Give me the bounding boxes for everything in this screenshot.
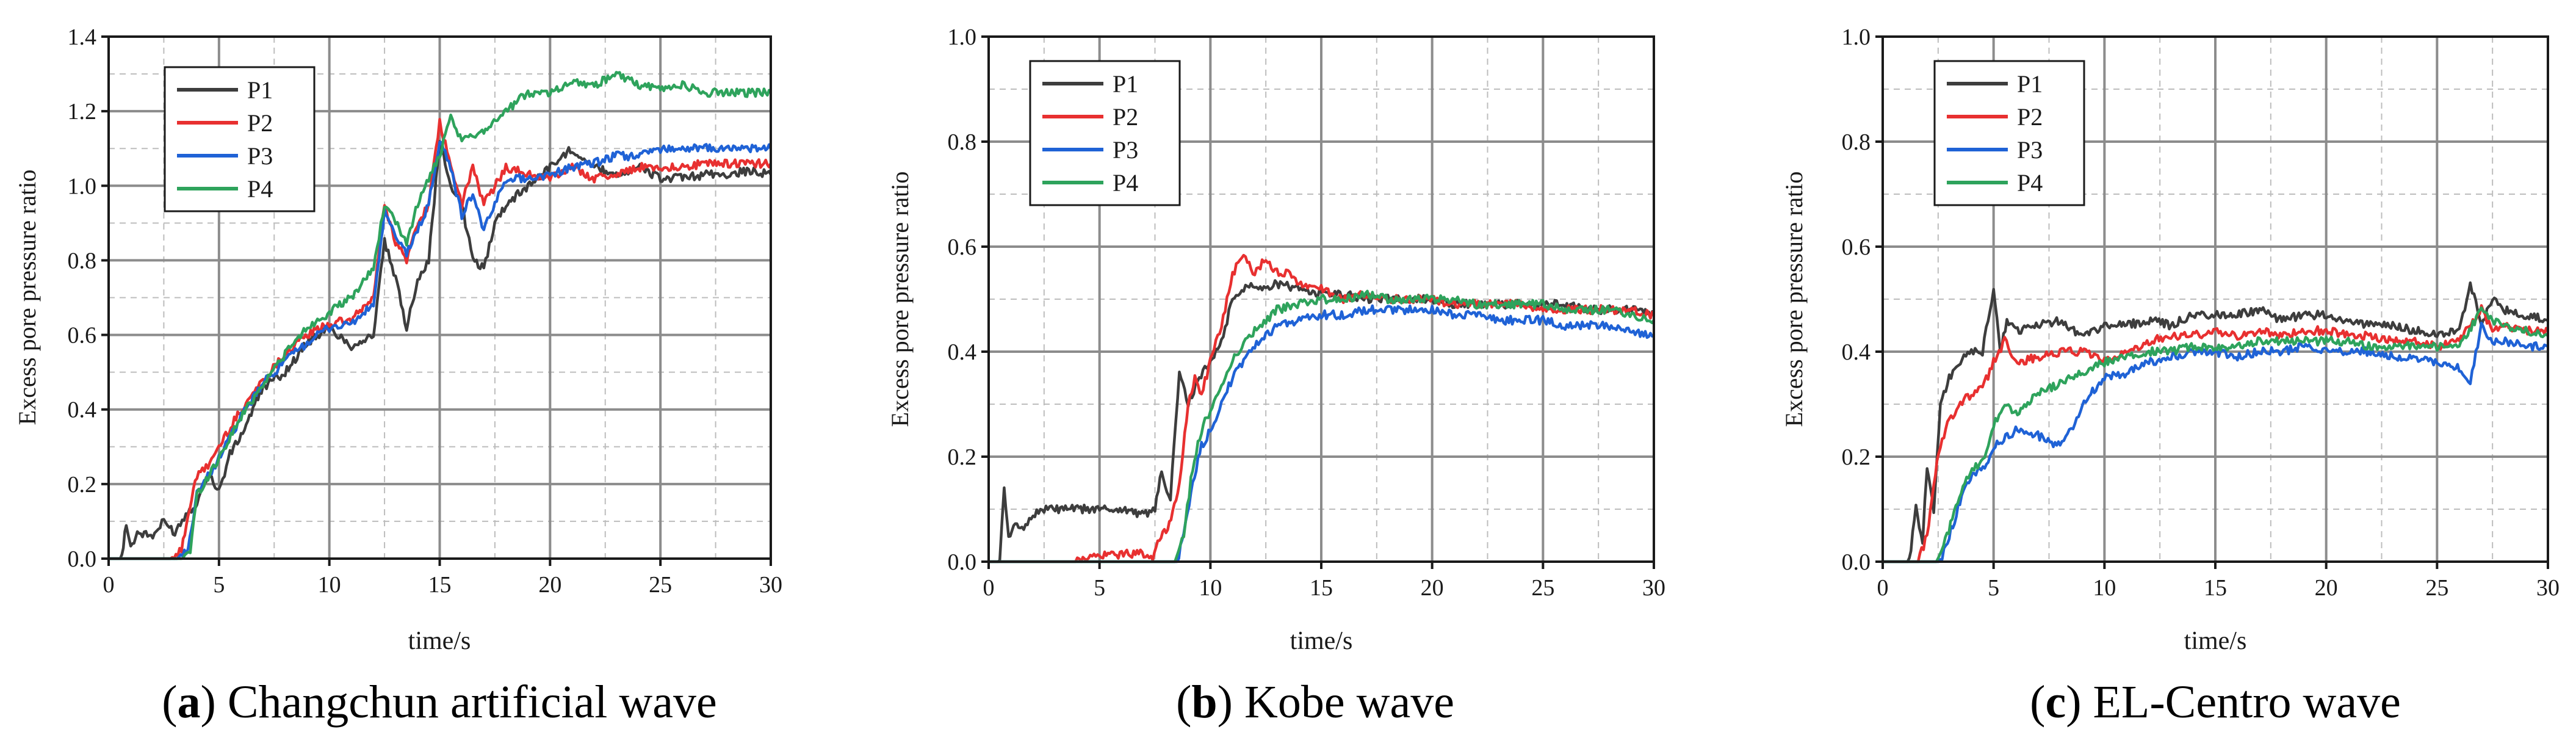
caption-title: Kobe wave — [1233, 676, 1454, 728]
x-tick-label: 10 — [2093, 575, 2116, 601]
y-tick-label: 0.0 — [68, 546, 97, 572]
caption-title: Changchun artificial wave — [216, 676, 717, 728]
caption: (c) EL-Centro wave — [2030, 676, 2401, 728]
y-tick-label: 0.0 — [948, 549, 977, 575]
x-tick-label: 5 — [1094, 575, 1105, 601]
y-tick-label: 1.0 — [1842, 24, 1871, 50]
x-tick-label: 20 — [2315, 575, 2338, 601]
x-tick-label: 30 — [759, 572, 782, 598]
legend-label-p1: P1 — [247, 76, 273, 104]
series-line-p4 — [109, 71, 772, 560]
caption: (a) Changchun artificial wave — [162, 676, 717, 728]
panel-a: Excess pore pressure ratio time/s 0.0 0.2… — [13, 24, 782, 728]
y-tick-label: 1.4 — [68, 24, 97, 50]
caption-letter: a — [178, 676, 201, 728]
legend-label-p4: P4 — [1113, 169, 1138, 197]
y-axis-label: Excess pore pressure ratio — [886, 172, 914, 427]
y-tick-label: 1.2 — [68, 99, 97, 125]
x-tick-label: 30 — [2536, 575, 2560, 601]
y-tick-label: 0.6 — [68, 323, 97, 349]
series-line-p1 — [1883, 281, 2549, 564]
y-tick-label: 1.0 — [948, 24, 977, 50]
y-tick-label: 0.6 — [948, 234, 977, 260]
y-tick-label: 0.2 — [948, 444, 977, 470]
caption-title: EL-Centro wave — [2082, 676, 2401, 728]
x-tick-label: 10 — [318, 572, 341, 598]
legend-label-p1: P1 — [2017, 70, 2043, 98]
y-tick-label: 0.4 — [948, 339, 977, 365]
plot-area: 0.0 0.2 0.4 0.6 0.8 1.0 1.2 1.4 0 5 10 15 20 25 30 P1 P2… — [68, 24, 783, 598]
x-tick-label: 20 — [538, 572, 561, 598]
legend: P1 P2 P3 P4 — [164, 66, 316, 212]
legend-label-p4: P4 — [2017, 169, 2043, 197]
x-tick-label: 5 — [1988, 575, 1999, 601]
caption-letter: b — [1191, 676, 1217, 728]
y-tick-label: 0.8 — [948, 129, 977, 155]
legend-label-p2: P2 — [2017, 103, 2043, 131]
legend-label-p2: P2 — [1113, 103, 1138, 131]
plot-area: 0.0 0.2 0.4 0.6 0.8 1.0 0 5 10 15 20 25 30 P1 P2 P3 P4 — [1842, 24, 2560, 601]
legend-label-p1: P1 — [1113, 70, 1138, 98]
x-tick-label: 0 — [103, 572, 115, 598]
x-tick-label: 25 — [2425, 575, 2448, 601]
legend-label-p2: P2 — [247, 109, 273, 137]
y-tick-label: 0.2 — [1842, 444, 1871, 470]
y-tick-label: 1.0 — [68, 173, 97, 199]
panel-c: Excess pore pressure ratio time/s 0.0 0.2… — [1780, 24, 2560, 728]
y-tick-label: 0.2 — [68, 472, 97, 498]
plot-area: 0.0 0.2 0.4 0.6 0.8 1.0 0 5 10 15 20 25 30 P1 P2 P3 P4 — [948, 24, 1666, 601]
y-tick-label: 0.4 — [1842, 339, 1871, 365]
series-line-p2 — [109, 118, 773, 560]
x-axis-label: time/s — [1290, 627, 1353, 655]
y-tick-label: 0.4 — [68, 397, 97, 423]
legend-label-p3: P3 — [1113, 136, 1138, 164]
series-line-p1 — [109, 140, 773, 560]
panel-b: Excess pore pressure ratio time/s 0.0 0.2… — [886, 24, 1665, 728]
legend-label-p3: P3 — [247, 142, 273, 170]
x-tick-label: 25 — [649, 572, 672, 598]
legend-label-p3: P3 — [2017, 136, 2043, 164]
caption-letter: c — [2045, 676, 2066, 728]
x-tick-label: 5 — [213, 572, 225, 598]
x-tick-label: 0 — [1877, 575, 1889, 601]
x-tick-label: 15 — [2204, 575, 2227, 601]
legend-label-p4: P4 — [247, 175, 273, 203]
x-tick-label: 0 — [983, 575, 995, 601]
caption: (b) Kobe wave — [1176, 676, 1454, 728]
x-tick-label: 15 — [428, 572, 452, 598]
x-tick-label: 25 — [1531, 575, 1554, 601]
x-tick-label: 30 — [1642, 575, 1665, 601]
y-tick-label: 0.8 — [68, 248, 97, 274]
legend: P1 P2 P3 P4 — [1029, 60, 1181, 206]
legend: P1 P2 P3 P4 — [1933, 60, 2085, 206]
series-line-p4 — [1883, 306, 2549, 564]
y-tick-label: 0.8 — [1842, 129, 1871, 155]
x-axis-label: time/s — [408, 627, 471, 655]
y-tick-label: 0.0 — [1842, 549, 1871, 575]
y-tick-label: 0.6 — [1842, 234, 1871, 260]
x-tick-label: 20 — [1421, 575, 1444, 601]
y-axis-label: Excess pore pressure ratio — [1780, 172, 1808, 427]
x-axis-label: time/s — [2184, 627, 2247, 655]
y-axis-label: Excess pore pressure ratio — [13, 170, 41, 426]
x-tick-label: 15 — [1310, 575, 1333, 601]
x-tick-label: 10 — [1199, 575, 1222, 601]
